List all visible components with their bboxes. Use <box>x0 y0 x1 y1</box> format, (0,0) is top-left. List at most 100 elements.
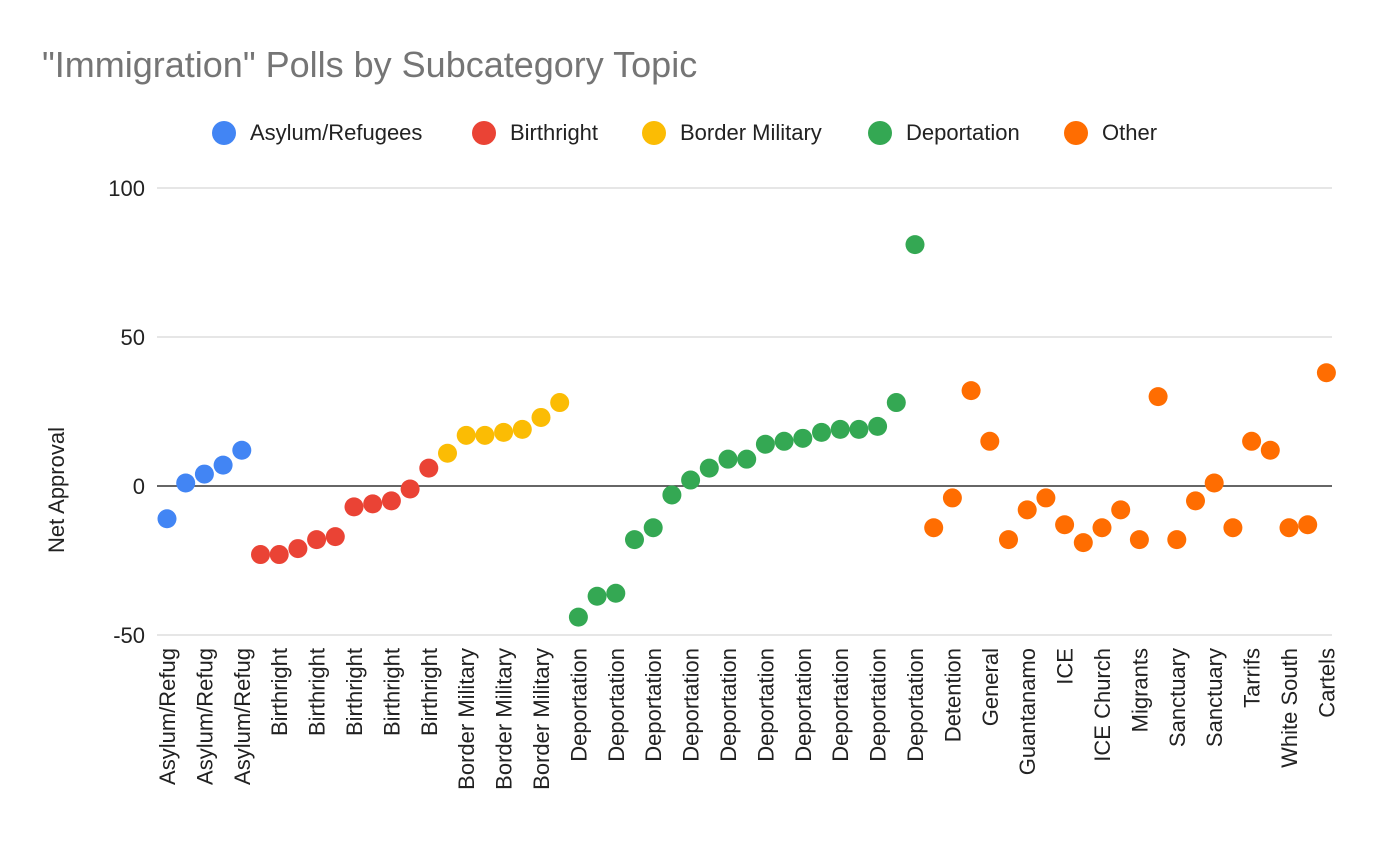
legend-marker-other <box>1064 121 1088 145</box>
data-point <box>568 607 588 627</box>
data-point <box>1279 518 1299 538</box>
data-point <box>269 545 289 565</box>
data-point <box>1073 533 1093 553</box>
legend-marker-asylum-refugees <box>212 121 236 145</box>
data-point <box>755 434 775 454</box>
x-tick-label: Border Military <box>529 648 554 790</box>
x-tick-label: Detention <box>940 648 965 742</box>
data-point <box>905 235 925 255</box>
x-tick-label: Birthright <box>305 648 330 736</box>
data-point <box>942 488 962 508</box>
data-point <box>438 443 457 463</box>
legend-label-deportation: Deportation <box>906 120 1020 145</box>
data-point <box>381 491 401 511</box>
data-point <box>999 530 1018 550</box>
x-tick-label: Asylum/Refug <box>155 648 180 785</box>
data-point <box>681 470 701 490</box>
data-point <box>288 539 308 559</box>
data-point <box>1316 363 1336 383</box>
data-point <box>232 440 252 460</box>
data-point <box>774 431 794 451</box>
data-point <box>400 479 420 499</box>
x-tick-label: ICE <box>1053 648 1078 685</box>
data-point <box>475 425 495 445</box>
data-point <box>812 422 831 442</box>
x-tick-label: Asylum/Refug <box>230 648 255 785</box>
grid-layer <box>157 187 1332 636</box>
x-axis-ticks: Asylum/Refug Asylum/Refug Asylum/Refug Birt… <box>155 648 1339 790</box>
x-tick-label: Birthright <box>379 648 404 736</box>
data-point <box>1186 491 1205 511</box>
y-axis-ticks: -50 0 50 100 <box>108 176 145 648</box>
data-point <box>1260 440 1280 460</box>
data-point <box>363 494 383 514</box>
x-tick-label: Migrants <box>1127 648 1152 732</box>
legend-item-other: Other <box>1064 116 1157 150</box>
data-point <box>1017 500 1037 520</box>
x-tick-label: White South <box>1277 648 1302 768</box>
x-tick-label: Asylum/Refug <box>192 648 217 785</box>
x-tick-label: Sanctuary <box>1165 648 1190 747</box>
y-tick-label: 50 <box>121 325 145 350</box>
y-tick-label: 100 <box>108 176 145 201</box>
data-point <box>1111 500 1131 520</box>
legend-marker-border-military <box>642 121 666 145</box>
x-tick-label: Cartels <box>1314 648 1339 718</box>
x-tick-label: Deportation <box>791 648 816 762</box>
data-point <box>512 419 532 439</box>
data-point <box>1167 530 1187 550</box>
x-tick-label: Deportation <box>866 648 891 762</box>
data-point <box>662 485 682 505</box>
data-point <box>849 419 869 439</box>
data-point <box>737 449 757 469</box>
x-tick-label: Deportation <box>716 648 741 762</box>
x-tick-label: Birthright <box>417 648 442 736</box>
legend-label-border-military: Border Military <box>680 120 822 145</box>
data-point <box>886 393 906 413</box>
legend-item-border-military: Border Military <box>642 116 822 150</box>
x-tick-label: Deportation <box>753 648 778 762</box>
x-tick-label: Birthright <box>267 648 292 736</box>
y-axis-title: Net Approval <box>44 427 69 553</box>
x-tick-label: Border Military <box>492 648 517 790</box>
data-point <box>157 509 177 529</box>
data-point <box>213 455 233 475</box>
data-point <box>531 407 551 427</box>
data-point <box>1036 488 1056 508</box>
data-point <box>830 419 850 439</box>
x-tick-label: Border Military <box>454 648 479 790</box>
data-point <box>1148 387 1168 407</box>
y-tick-label: 0 <box>133 474 145 499</box>
data-point <box>1242 431 1262 451</box>
data-point <box>344 497 364 517</box>
y-tick-label: -50 <box>113 623 145 648</box>
data-point <box>961 381 981 401</box>
legend-marker-deportation <box>868 121 892 145</box>
x-tick-label: Deportation <box>903 648 928 762</box>
x-tick-label: General <box>978 648 1003 726</box>
x-tick-label: Deportation <box>828 648 853 762</box>
data-point <box>587 586 607 606</box>
data-point <box>176 473 196 493</box>
data-point <box>980 431 1000 451</box>
data-point <box>419 458 439 478</box>
data-point <box>194 464 214 484</box>
x-tick-label: Deportation <box>566 648 591 762</box>
data-point <box>924 518 944 538</box>
data-point <box>699 458 719 478</box>
legend-item-deportation: Deportation <box>868 116 1020 150</box>
x-tick-label: Deportation <box>679 648 704 762</box>
x-tick-label: Deportation <box>641 648 666 762</box>
data-point <box>625 530 644 550</box>
x-tick-label: Tarrifs <box>1240 648 1265 708</box>
x-tick-label: Guantanamo <box>1015 648 1040 775</box>
data-point <box>868 416 888 436</box>
legend-label-asylum-refugees: Asylum/Refugees <box>250 120 423 145</box>
legend-marker-birthright <box>472 121 496 145</box>
data-point <box>1129 530 1149 550</box>
data-point <box>1092 518 1112 538</box>
x-tick-label: Birthright <box>342 648 367 736</box>
data-point <box>251 545 270 565</box>
data-point <box>718 449 738 469</box>
